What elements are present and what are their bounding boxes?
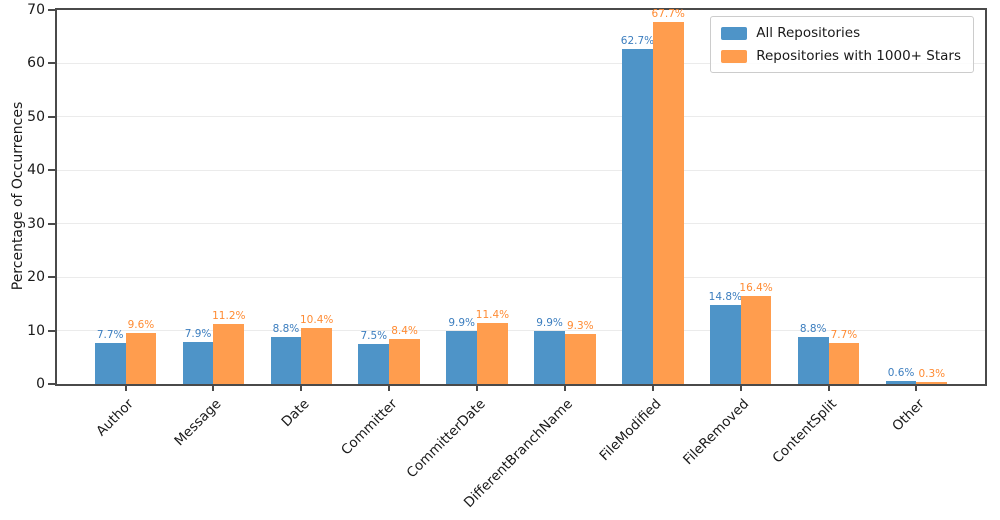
value-label: 9.6% [127, 318, 155, 331]
value-label: 11.2% [212, 310, 246, 323]
x-tick-mark [300, 384, 303, 391]
value-label: 16.4% [739, 282, 773, 295]
x-tick-label: Other [889, 396, 928, 435]
gridline [57, 276, 985, 278]
x-tick-label: Message [171, 396, 225, 450]
value-label: 8.4% [391, 325, 418, 338]
bar [828, 342, 860, 384]
value-label: 62.7% [620, 35, 655, 48]
bar [564, 334, 596, 384]
bar [301, 328, 333, 384]
x-tick-mark [563, 384, 566, 391]
y-tick-label: 50 [27, 108, 45, 125]
value-label: 7.9% [184, 327, 212, 340]
gridline [57, 223, 985, 225]
x-tick-mark [651, 384, 654, 391]
x-tick-mark [827, 384, 830, 391]
plot-area: All Repositories Repositories with 1000+… [27, 2, 987, 511]
bar [446, 331, 478, 384]
bar [709, 304, 741, 384]
gridline [57, 330, 985, 332]
x-tick-label: Author [93, 396, 137, 440]
legend-label-1000-plus-stars: Repositories with 1000+ Stars [756, 48, 961, 64]
x-tick-label: ContentSplit [769, 396, 840, 467]
bar [477, 323, 508, 384]
value-label: 67.7% [651, 8, 685, 21]
bar [797, 336, 829, 384]
legend-item-1000-plus-stars: Repositories with 1000+ Stars [721, 48, 961, 64]
y-tick-mark [48, 169, 55, 172]
bar [94, 342, 126, 384]
x-tick-mark [212, 384, 215, 391]
bar [916, 382, 948, 384]
bar [389, 339, 420, 384]
legend-swatch-blue [721, 26, 748, 40]
y-tick-label: 0 [36, 376, 45, 392]
x-tick-mark [476, 384, 479, 391]
value-label: 9.9% [536, 317, 563, 330]
y-tick-label: 20 [27, 269, 45, 286]
x-tick-label: FileRemoved [679, 396, 753, 469]
value-label: 0.3% [918, 368, 946, 381]
bar [740, 296, 772, 384]
legend-swatch-orange [721, 49, 748, 63]
gridline [57, 116, 985, 118]
y-tick-mark [48, 9, 55, 11]
x-tick-mark [124, 384, 127, 391]
y-tick-label: 10 [27, 322, 45, 339]
x-tick-label: Date [278, 396, 313, 431]
y-tick-label: 40 [27, 162, 45, 179]
legend: All Repositories Repositories with 1000+… [710, 16, 974, 73]
y-tick-label: 60 [27, 55, 45, 72]
x-tick-mark [388, 384, 391, 391]
gridline [57, 62, 985, 64]
value-label: 7.7% [96, 328, 124, 341]
y-tick-mark [48, 383, 55, 385]
y-axis-title: Percentage of Occurrences [10, 101, 26, 291]
bar [885, 380, 917, 384]
y-tick-mark [48, 222, 55, 225]
bar [358, 343, 390, 384]
x-tick-label: CommitterDate [403, 396, 489, 482]
y-tick-label: 30 [27, 215, 45, 232]
y-tick-mark [48, 115, 55, 118]
bar [182, 341, 214, 384]
value-label: 8.8% [272, 322, 300, 335]
y-tick-mark [48, 276, 55, 279]
value-label: 0.6% [887, 366, 915, 379]
value-label: 8.8% [799, 322, 827, 335]
bar [652, 22, 684, 384]
value-label: 9.3% [566, 320, 594, 333]
x-tick-mark [915, 384, 918, 391]
value-label: 14.8% [708, 290, 742, 303]
value-label: 9.9% [448, 317, 476, 330]
bar [270, 336, 302, 384]
legend-label-all-repositories: All Repositories [756, 25, 861, 41]
bar [213, 324, 245, 384]
bar [622, 49, 653, 384]
x-tick-mark [739, 384, 742, 391]
value-label: 10.4% [299, 314, 334, 327]
y-tick-label: 70 [27, 2, 45, 18]
x-tick-label: Committer [338, 396, 401, 459]
value-label: 7.7% [830, 328, 858, 341]
legend-item-all-repositories: All Repositories [721, 25, 961, 41]
bar [534, 331, 565, 384]
value-label: 7.5% [360, 329, 388, 342]
x-tick-label: FileModified [596, 396, 665, 465]
y-tick-mark [48, 62, 55, 65]
y-tick-mark [48, 329, 55, 332]
value-label: 11.4% [475, 309, 510, 322]
bar [125, 332, 157, 384]
gridline [57, 169, 985, 171]
